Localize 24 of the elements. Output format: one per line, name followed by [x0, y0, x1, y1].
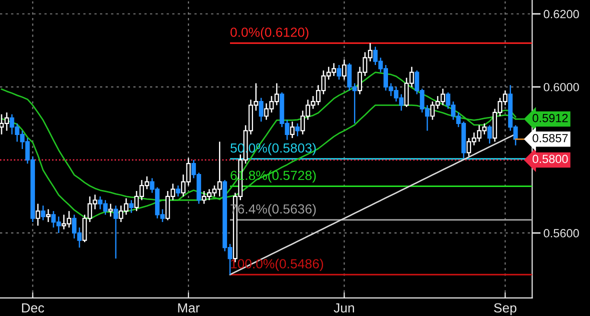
- candlestick: [487, 124, 492, 144]
- ref-line-label: 0.0%(0.6120): [230, 27, 308, 40]
- candlestick: [114, 204, 118, 260]
- y-tick-label: 0.5600: [544, 229, 579, 238]
- candlestick: [336, 64, 342, 80]
- candlestick: [295, 122, 300, 137]
- candlestick: [46, 208, 51, 223]
- candlestick: [176, 184, 180, 198]
- text: 0.5857: [532, 134, 568, 142]
- candlestick: [40, 204, 46, 221]
- x-tick-label: Mar: [178, 303, 200, 313]
- candlestick: [342, 58, 346, 80]
- x-tick-label: Sep: [494, 303, 516, 316]
- y-tick-label: 0.6000: [544, 82, 579, 92]
- x-tick-label: Dec: [22, 303, 44, 313]
- candlestick: [108, 203, 113, 218]
- candlestick: [129, 199, 134, 214]
- ref-line-label: 0.5800: [532, 154, 568, 164]
- candlestick: [258, 97, 264, 122]
- x-tick-label: Jun: [334, 303, 354, 313]
- candlestick: [36, 203, 40, 226]
- candlestick: [290, 120, 295, 139]
- y-tick-label: 0.6200: [544, 10, 579, 18]
- text: 0.5912: [532, 114, 568, 122]
